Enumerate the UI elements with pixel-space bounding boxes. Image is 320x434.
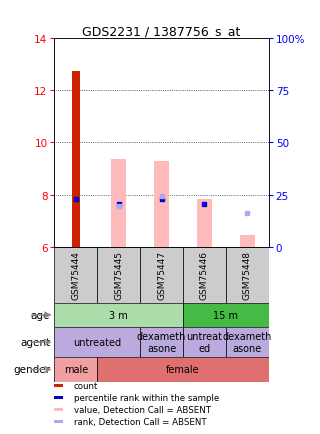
Text: GSM75447: GSM75447 (157, 251, 166, 299)
Bar (54, 247, 97, 303)
Bar (54, 396, 63, 399)
Text: female: female (166, 365, 200, 375)
Text: 15 m: 15 m (213, 310, 238, 320)
Text: agent: agent (20, 337, 50, 347)
Bar (97, 247, 140, 303)
Bar (54, 327, 140, 358)
Bar (197, 199, 212, 247)
Text: percentile rank within the sample: percentile rank within the sample (74, 393, 219, 402)
Text: dexameth
asone: dexameth asone (137, 332, 186, 353)
Text: GSM75446: GSM75446 (200, 251, 209, 299)
Bar (154, 161, 169, 247)
Text: gender: gender (13, 365, 50, 375)
Text: age: age (31, 310, 50, 320)
Bar (183, 327, 226, 358)
Text: male: male (64, 365, 88, 375)
Text: untreated: untreated (73, 337, 121, 347)
Text: rank, Detection Call = ABSENT: rank, Detection Call = ABSENT (74, 417, 206, 426)
Bar (226, 247, 269, 303)
Bar (72, 72, 80, 247)
Text: GSM75445: GSM75445 (114, 251, 123, 299)
Text: untreat
ed: untreat ed (187, 332, 222, 353)
Bar (54, 303, 183, 327)
Bar (240, 236, 255, 247)
Bar (54, 358, 97, 381)
Text: GSM75444: GSM75444 (71, 251, 80, 299)
Bar (54, 408, 63, 411)
Text: count: count (74, 381, 98, 390)
Bar (97, 358, 269, 381)
Bar (183, 247, 226, 303)
Bar (226, 327, 269, 358)
Bar (183, 303, 269, 327)
Bar (111, 160, 126, 247)
Text: value, Detection Call = ABSENT: value, Detection Call = ABSENT (74, 405, 211, 414)
Bar (140, 327, 183, 358)
Text: GSM75448: GSM75448 (243, 251, 252, 299)
Text: 3 m: 3 m (109, 310, 128, 320)
Title: GDS2231 / 1387756_s_at: GDS2231 / 1387756_s_at (83, 25, 241, 38)
Bar (54, 420, 63, 423)
Bar (54, 384, 63, 387)
Text: dexameth
asone: dexameth asone (223, 332, 272, 353)
Bar (140, 247, 183, 303)
